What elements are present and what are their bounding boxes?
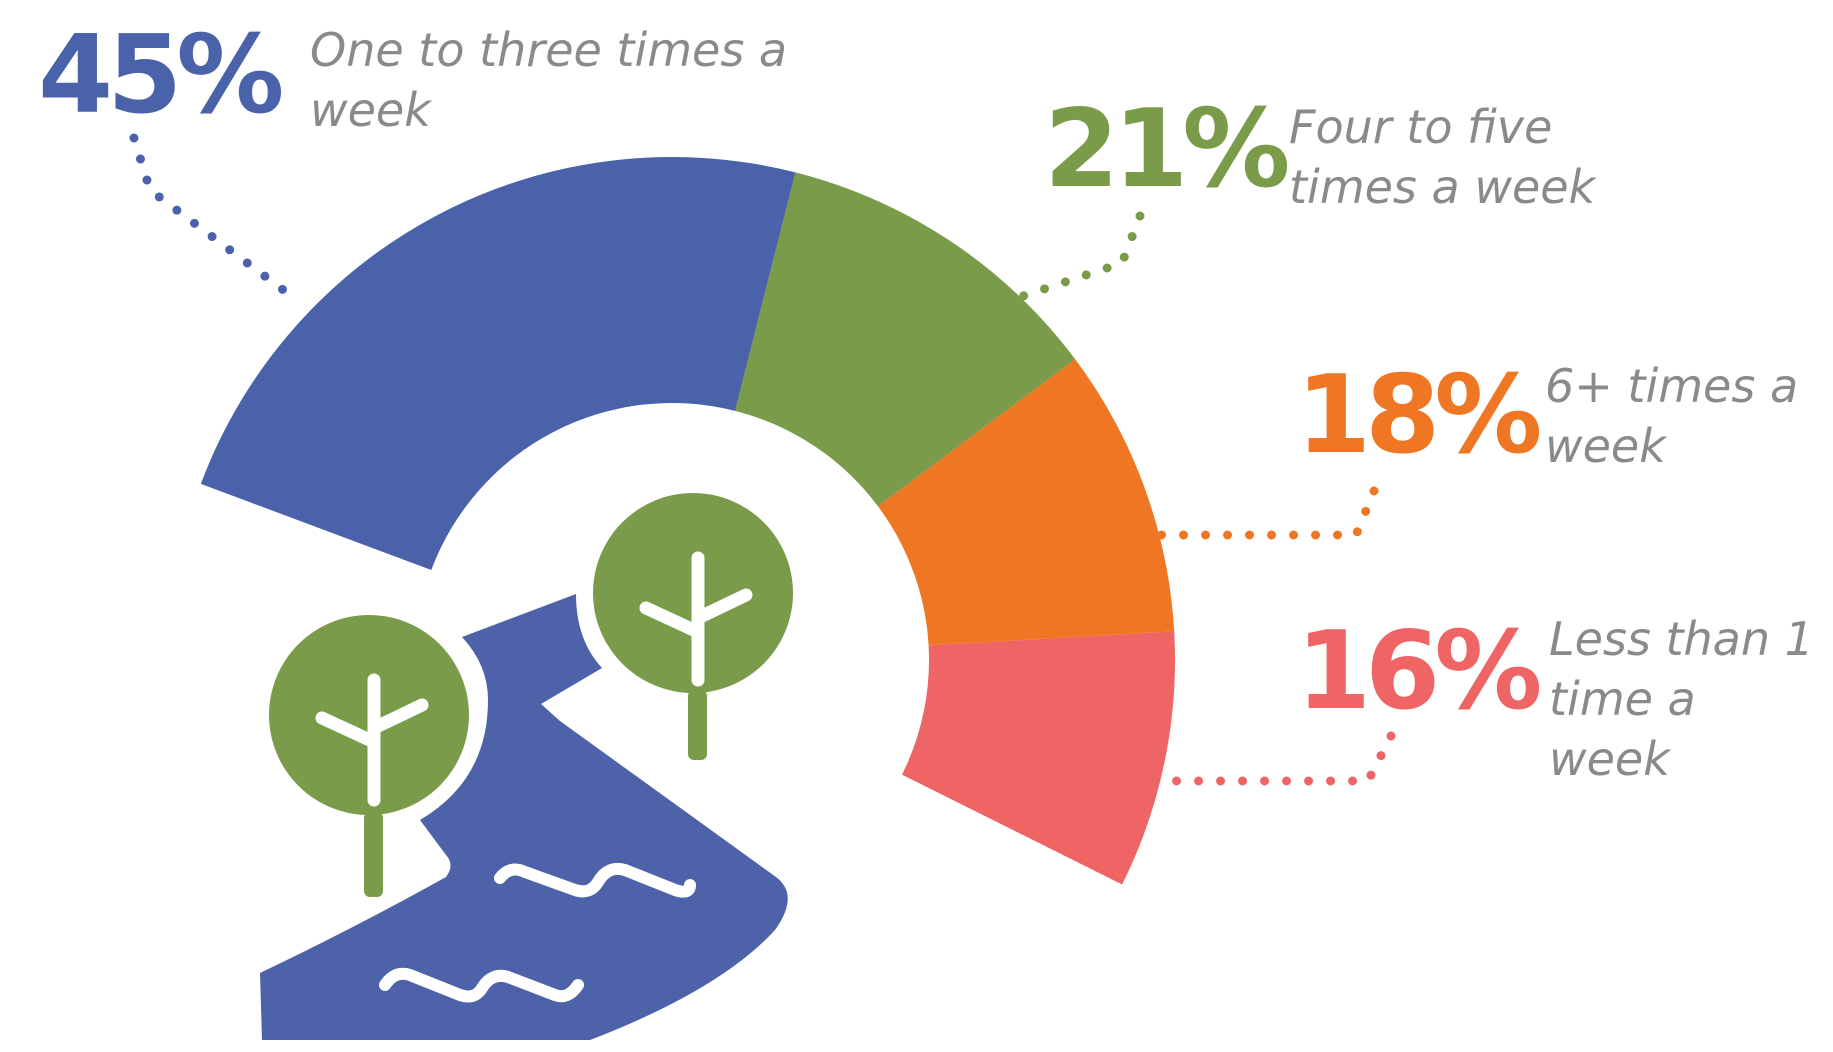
donut-segment [200,157,796,570]
category-label: Four to five times a week [1289,100,1596,214]
wave [494,862,696,898]
leaders [129,133,1396,786]
tree-branches [315,673,429,807]
value-label: 18% [1296,353,1543,478]
wave [379,967,584,1003]
value-label: 16% [1296,609,1543,734]
tree-trunk [688,690,707,760]
leader [1152,731,1396,786]
value-label: 21% [1044,87,1291,212]
category-label: 6+ times a week [1545,359,1799,473]
donut-segment [901,631,1175,885]
value-label: 45% [38,13,285,138]
donut-segment [735,172,1076,507]
leader [1152,486,1379,540]
category-label: One to three times a week [310,23,788,137]
leader [129,133,291,297]
tree-trunk [364,812,383,897]
leader [1012,211,1145,303]
river [260,594,788,1040]
category-label: Less than 1 time a week [1549,612,1814,786]
donut-segment [877,359,1175,646]
tree-branches [639,551,753,687]
park-illustration [260,493,793,1040]
